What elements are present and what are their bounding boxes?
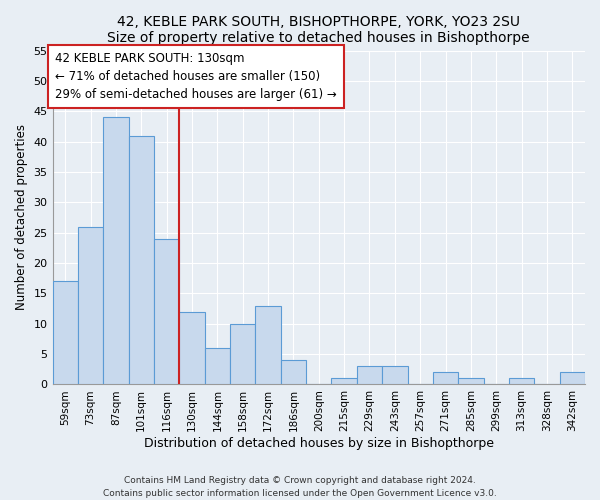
Bar [382,366,407,384]
Bar [281,360,306,384]
Bar [128,136,154,384]
Bar [78,226,103,384]
Title: 42, KEBLE PARK SOUTH, BISHOPTHORPE, YORK, YO23 2SU
Size of property relative to : 42, KEBLE PARK SOUTH, BISHOPTHORPE, YORK… [107,15,530,45]
Bar [179,312,205,384]
Bar [433,372,458,384]
Bar [53,281,78,384]
Bar [230,324,256,384]
Text: 42 KEBLE PARK SOUTH: 130sqm
← 71% of detached houses are smaller (150)
29% of se: 42 KEBLE PARK SOUTH: 130sqm ← 71% of det… [55,52,337,102]
Bar [509,378,534,384]
Bar [103,118,128,384]
Bar [357,366,382,384]
Bar [256,306,281,384]
Bar [205,348,230,385]
Bar [331,378,357,384]
X-axis label: Distribution of detached houses by size in Bishopthorpe: Distribution of detached houses by size … [144,437,494,450]
Bar [154,238,179,384]
Y-axis label: Number of detached properties: Number of detached properties [15,124,28,310]
Bar [458,378,484,384]
Text: Contains HM Land Registry data © Crown copyright and database right 2024.
Contai: Contains HM Land Registry data © Crown c… [103,476,497,498]
Bar [560,372,585,384]
